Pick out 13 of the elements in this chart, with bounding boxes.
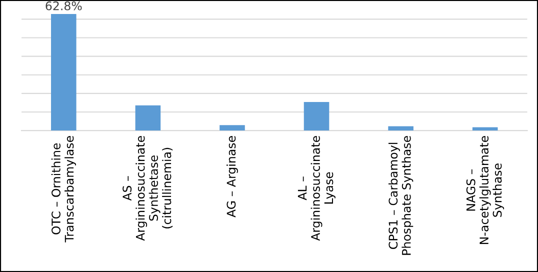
data-label: 62.8% [46, 1, 82, 10]
bar [220, 125, 245, 131]
bar [135, 105, 161, 131]
x-tick-label: CPS1 – Carbamoyl Phosphate Synthase [388, 136, 414, 255]
x-tick-label: NAGS – N-acetylglutamate Synthase [466, 136, 504, 244]
bar [51, 14, 76, 131]
x-tick-label: AG – Arginase [226, 136, 238, 218]
x-tick-label: AS – Argininosuccinate Synthetase (citrullinemia) [122, 136, 173, 241]
bar [304, 102, 330, 131]
bar [472, 127, 498, 131]
x-tick-label: AL – Argininosuccinate Lyase [298, 136, 336, 241]
bar [388, 126, 414, 131]
x-tick-label: OTC – Ornithine Transcarbamylase [51, 136, 76, 242]
